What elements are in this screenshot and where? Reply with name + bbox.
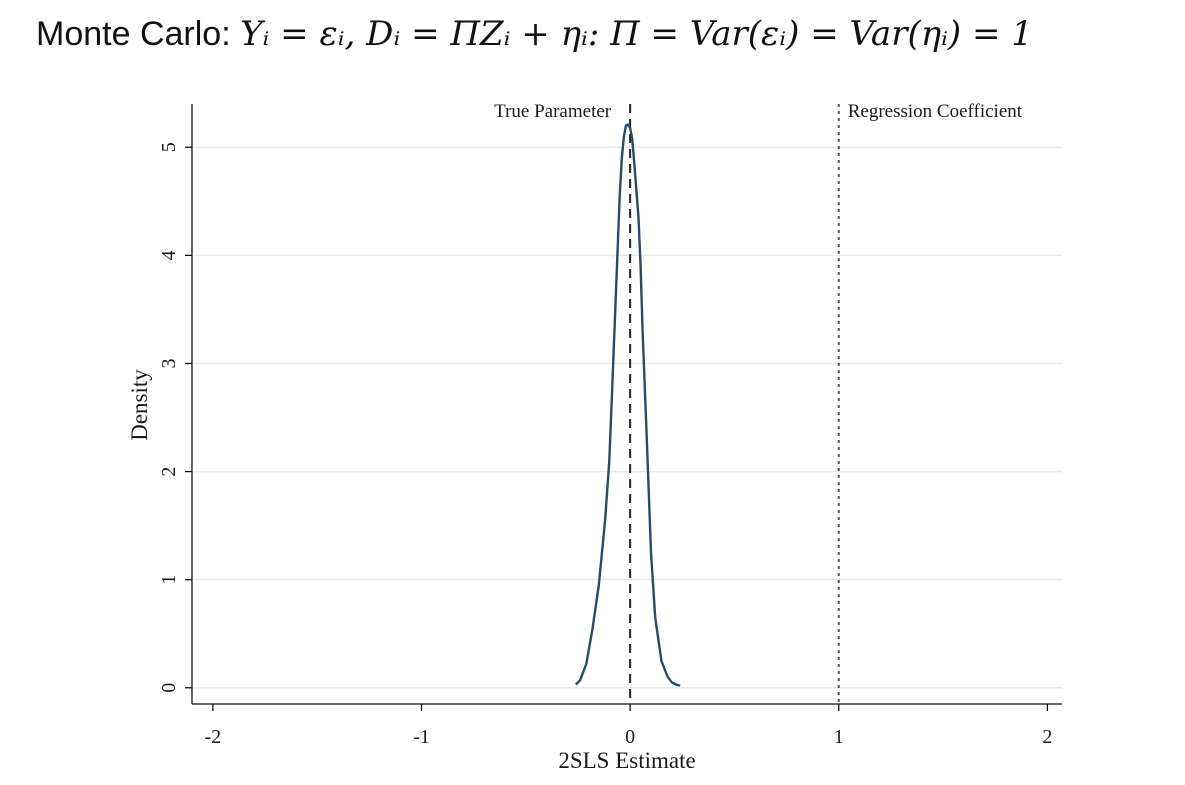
y-tick-label-3: 3 <box>158 358 180 368</box>
axis-labels: 2SLS Estimate Density <box>127 369 696 773</box>
x-tick-label-1: 1 <box>834 726 844 748</box>
chart-title-lead: Monte Carlo: <box>36 15 241 53</box>
chart-title-equation: Yᵢ = εᵢ, Dᵢ = ΠZᵢ + ηᵢ: Π = Var(εᵢ) = Va… <box>240 14 1033 54</box>
y-tick-label-1: 1 <box>158 575 180 585</box>
x-tick-label--1: -1 <box>413 726 430 748</box>
reference-label-0: True Parameter <box>494 101 612 122</box>
series-layer <box>575 123 681 687</box>
reference-lines: True Parameter Regression Coefficient <box>494 101 1023 704</box>
axes: 0 1 2 3 4 5 -2 -1 0 1 2 <box>158 104 1062 748</box>
y-tick-label-2: 2 <box>158 467 180 477</box>
x-tick-label-2: 2 <box>1042 726 1052 748</box>
y-tick-label-4: 4 <box>158 250 180 260</box>
y-axis-label: Density <box>127 369 152 441</box>
y-tick-label-5: 5 <box>158 142 180 152</box>
x-tick-label--2: -2 <box>205 726 222 748</box>
gridlines <box>193 146 1062 689</box>
x-axis-label: 2SLS Estimate <box>558 748 695 773</box>
reference-label-1: Regression Coefficient <box>848 101 1023 122</box>
y-tick-label-0: 0 <box>158 683 180 693</box>
x-tick-label-0: 0 <box>625 726 635 748</box>
chart-title: Monte Carlo: Yᵢ = εᵢ, Dᵢ = ΠZᵢ + ηᵢ: Π =… <box>36 14 1033 55</box>
density-curve-0 <box>575 123 681 687</box>
